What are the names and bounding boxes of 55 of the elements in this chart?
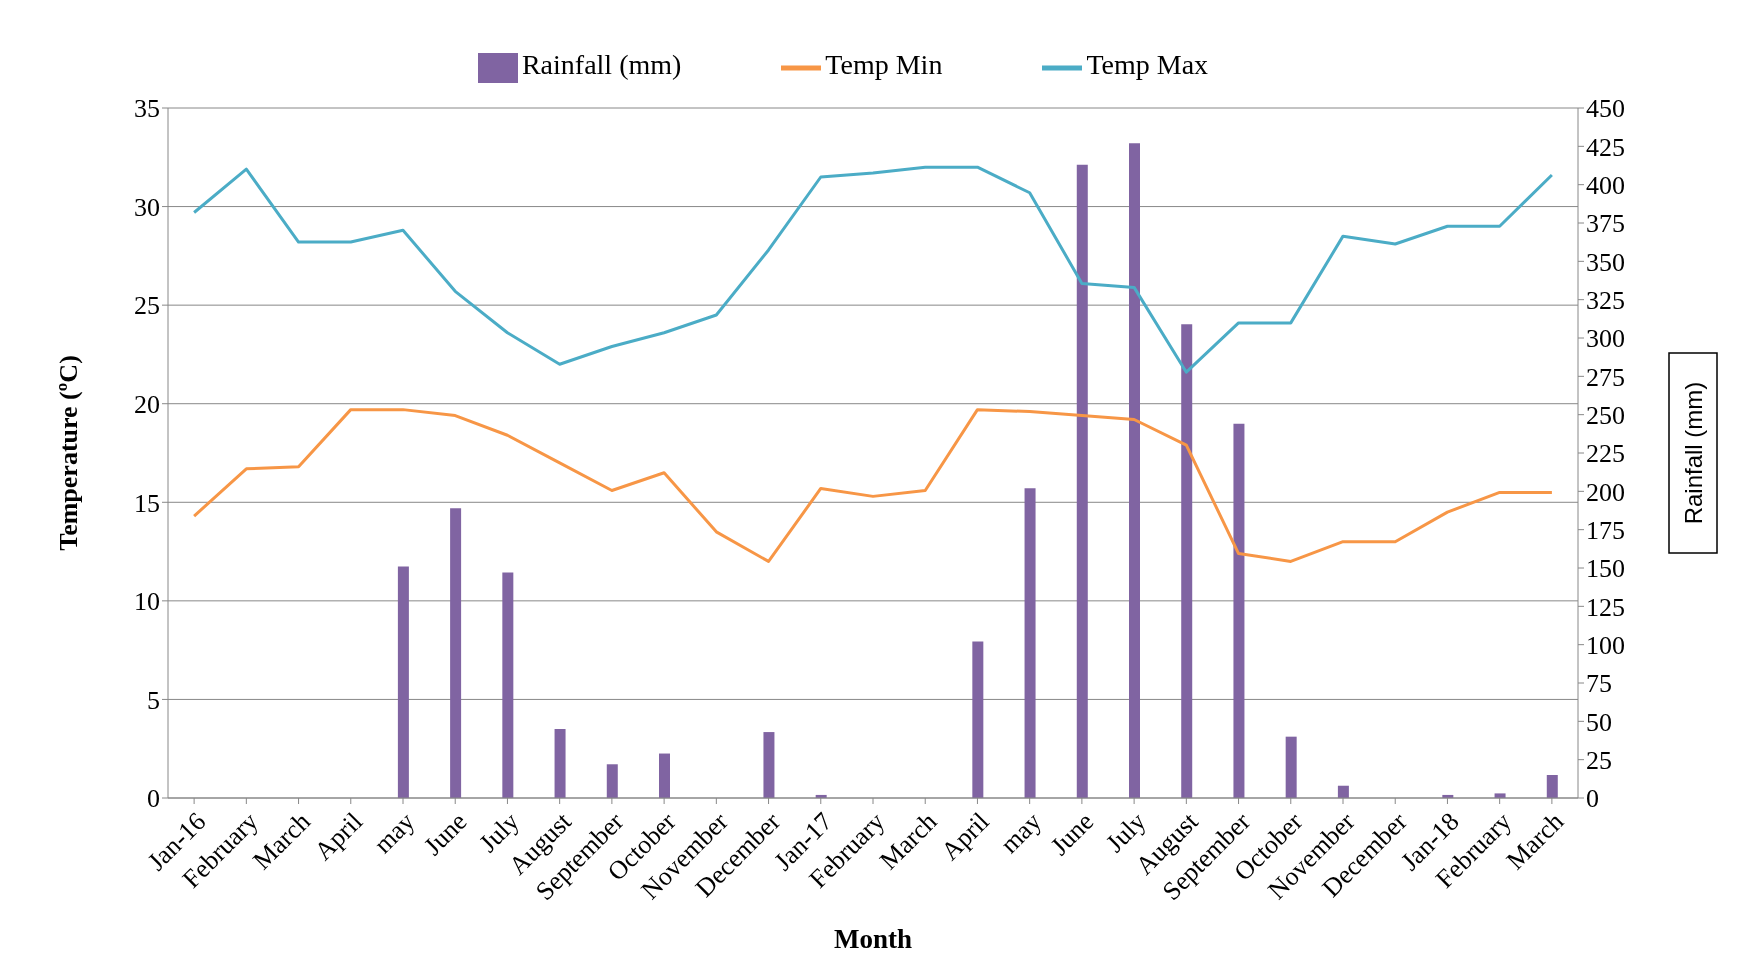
y2-tick-label: 350 [1586,247,1625,277]
y-tick-label: 35 [134,94,160,124]
y2-tick-label: 0 [1586,784,1599,814]
y-tick-label: 30 [134,192,160,222]
bar [502,572,514,798]
bar [972,641,984,798]
bar [1337,785,1349,798]
bar [1181,324,1193,798]
y2-tick-label: 50 [1586,707,1612,737]
bar [606,764,618,798]
y2-tick-label: 275 [1586,362,1625,392]
y-tick-label: 0 [147,784,160,814]
bar [1076,164,1088,798]
legend-label: Temp Min [825,49,943,81]
legend-label: Temp Max [1086,49,1209,81]
x-axis-title: Month [833,924,913,954]
y2-tick-label: 450 [1586,94,1625,124]
bar [1285,736,1297,798]
y-tick-label: 25 [134,291,160,321]
bar [1024,488,1036,798]
y2-tick-label: 425 [1586,132,1625,162]
y-axis-title: Temperature (ºC) [54,355,84,551]
y2-tick-label: 175 [1586,515,1625,545]
y-tick-label: 20 [134,389,160,419]
y2-tick-label: 375 [1586,209,1625,239]
y-tick-label: 5 [147,685,160,715]
line-series [192,165,1554,374]
x-tick-label: June [418,806,473,861]
x-tick-label: may [368,806,421,859]
bar [397,566,409,798]
legend-label: Rainfall (mm) [521,49,682,81]
y2-tick-label: 125 [1586,592,1625,622]
line-series [192,408,1554,563]
bar [1546,775,1558,798]
y2-tick-label: 100 [1586,630,1625,660]
y2-tick-label: 75 [1586,669,1612,699]
bar [763,732,775,798]
y2-tick-label: 25 [1586,745,1612,775]
x-tick-label: June [1044,806,1100,861]
y2-axis-title: Rainfall (mm) [1679,381,1707,525]
y-tick-label: 15 [134,488,160,518]
y-tick-label: 10 [134,587,160,617]
x-tick-label: may [994,806,1047,859]
y2-tick-label: 250 [1586,400,1625,430]
bar [554,729,566,798]
y2-tick-label: 150 [1586,554,1625,584]
y2-tick-label: 325 [1586,285,1625,315]
y2-tick-label: 225 [1586,439,1625,469]
y2-tick-label: 200 [1586,477,1625,507]
y2-tick-label: 300 [1586,324,1625,354]
bar [1129,143,1140,798]
y2-tick-label: 400 [1586,170,1625,200]
bar [1233,423,1245,798]
bar [659,753,670,798]
bar [450,508,462,798]
